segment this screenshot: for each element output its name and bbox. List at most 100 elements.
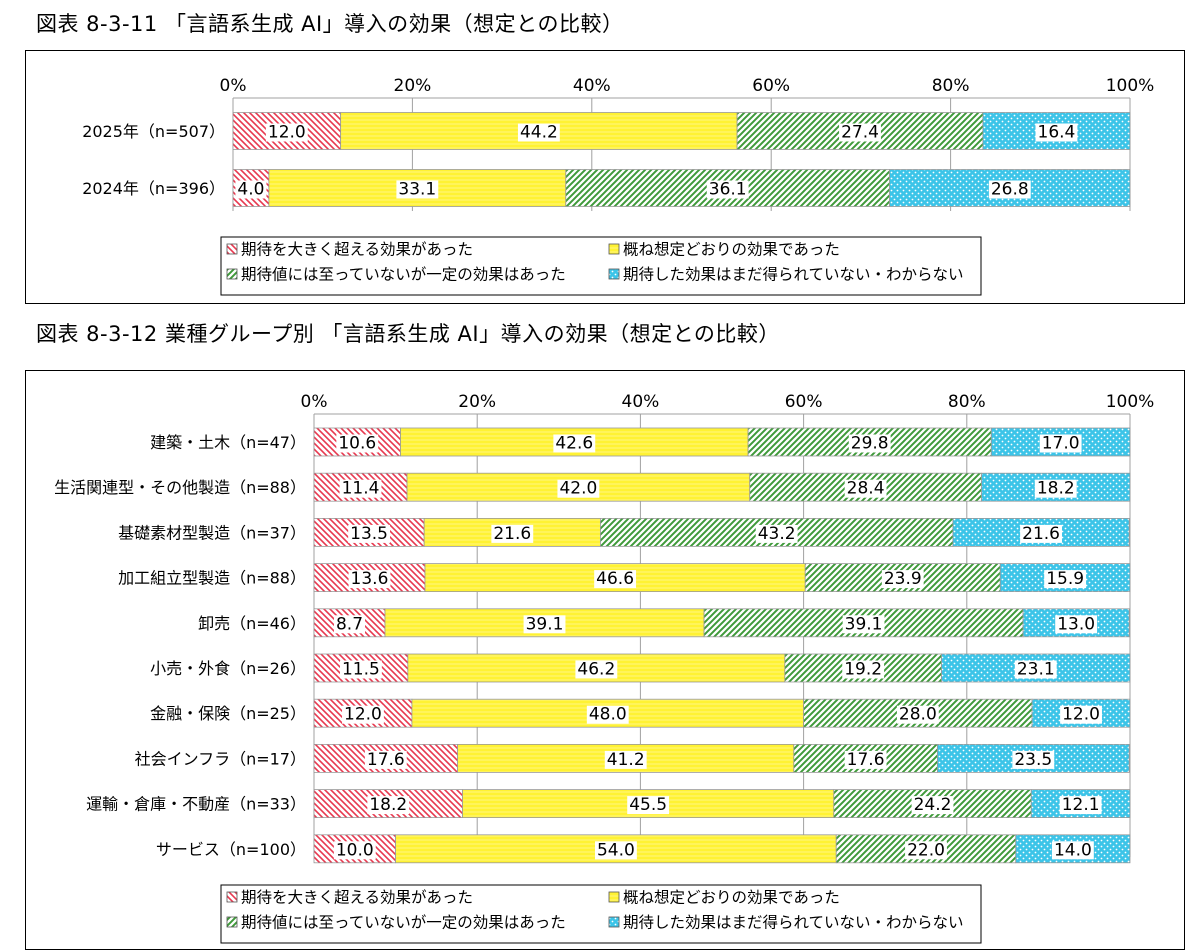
stacked-bar-chart-2024-2025: 0% 20% 40% 60% 80% 100% 2025年（n=507） 12.0 44.2 27… [82,76,1155,296]
legend-swatch [226,916,238,928]
data-label: 17.6 [367,750,405,770]
category-label: サービス（n=100） [156,840,306,859]
legend-swatch [608,243,620,255]
category-label: 建築・土木（n=47） [150,433,306,452]
x-tick-label: 80% [932,76,970,96]
data-label-bg [1051,841,1094,860]
data-label-bg [1035,123,1078,142]
data-label: 54.0 [597,840,635,860]
data-label: 21.6 [493,524,531,544]
data-label: 13.0 [1057,614,1095,634]
category-label: 金融・保険（n=25） [150,704,306,723]
data-label-bg [1039,434,1082,453]
category-label: 2024年（n=396） [82,179,225,198]
category-label: 生活関連型・その他製造（n=88） [54,478,306,497]
x-tick-label: 100% [1106,392,1155,412]
x-tick-label: 60% [752,76,790,96]
category-label: 社会インフラ（n=17） [135,749,306,768]
data-label-bg [333,841,376,860]
data-label-bg [706,180,749,199]
data-label-bg [1034,479,1077,498]
data-label-bg [881,570,924,589]
data-label: 11.4 [342,479,380,499]
data-label-bg [367,796,410,815]
data-label: 13.6 [351,569,389,589]
data-label-bg [911,796,954,815]
data-label: 17.0 [1042,434,1080,454]
data-label: 28.4 [847,479,885,499]
data-label-bg [1044,570,1087,589]
x-tick-label: 60% [785,392,823,412]
data-label-bg [905,841,947,860]
data-label: 33.1 [398,180,436,200]
data-label-bg [848,434,891,453]
data-label: 12.1 [1062,795,1100,815]
chart-panel-1: 0% 20% 40% 60% 80% 100% 2025年（n=507） 12.0 44.2 27… [25,50,1185,304]
data-label: 18.2 [369,795,407,815]
data-label: 24.2 [914,795,952,815]
data-label: 45.5 [629,795,667,815]
figure-title-2: 図表 8-3-12 業種グループ別 「言語系生成 AI」導入の効果（想定との比較… [36,322,780,346]
data-label: 10.6 [338,434,376,454]
legend-label: 期待した効果はまだ得られていない・わからない [623,266,964,284]
data-label-bg [1012,750,1055,769]
legend-box [220,236,982,296]
data-label-bg [396,180,439,199]
data-label: 10.0 [336,840,374,860]
data-label-bg [842,615,885,634]
data-label-bg [1055,615,1098,634]
x-tick-label: 20% [458,392,496,412]
data-label-bg [842,660,885,679]
stacked-bar-chart-by-industry: 0% 20% 40% 60% 80% 100% 建築・土木（n=47） 10.6 42.6 29.… [54,392,1155,944]
data-label: 46.2 [577,660,615,680]
data-label-bg [1020,524,1062,543]
data-label-bg [839,123,881,142]
x-tick-label: 20% [394,76,432,96]
data-label: 12.0 [344,705,382,725]
x-tick-label: 0% [301,392,328,412]
data-label: 48.0 [589,705,627,725]
data-label-bg [1059,796,1102,815]
data-label: 12.0 [1062,705,1100,725]
data-label: 16.4 [1038,123,1076,143]
legend-box [220,884,982,944]
category-label: 運輸・倉庫・不動産（n=33） [86,795,306,814]
data-label-bg [1060,705,1102,724]
legend-swatch [226,268,238,280]
chart-panel-2: 0% 20% 40% 60% 80% 100% 建築・土木（n=47） 10.6 42.6 29.… [25,370,1185,950]
data-label-bg [844,750,887,769]
x-tick-label: 100% [1106,76,1155,96]
data-label-bg [265,123,308,142]
category-label: 基礎素材型製造（n=37） [118,523,306,542]
legend-label: 期待値には至っていないが一定の効果はあった [241,914,566,932]
data-label-bg [755,524,798,543]
data-label: 23.1 [1017,660,1055,680]
legend-label: 概ね想定どおりの効果であった [623,889,840,907]
data-label-bg [348,524,391,543]
data-label: 15.9 [1046,569,1084,589]
data-label-bg [339,479,382,498]
data-label-bg [364,750,407,769]
data-label: 42.0 [559,479,597,499]
data-label: 17.6 [847,750,885,770]
data-label-bg [333,615,366,634]
data-label: 39.1 [845,614,883,634]
legend-swatch [608,268,620,280]
legend-swatch [226,891,238,903]
legend-label: 期待値には至っていないが一定の効果はあった [241,266,566,284]
legend-swatch [608,916,620,928]
data-label: 21.6 [1022,524,1060,544]
data-label: 26.8 [991,180,1029,200]
category-label: 卸売（n=46） [198,614,306,633]
data-label-bg [553,434,596,453]
data-label: 39.1 [526,614,564,634]
data-label: 42.6 [555,434,593,454]
data-label: 44.2 [520,123,558,143]
legend-label: 期待を大きく超える効果があった [241,889,473,907]
data-label: 13.5 [350,524,388,544]
data-label-bg [1014,660,1057,679]
data-label-bg [627,796,670,815]
x-tick-label: 40% [622,392,660,412]
data-label: 43.2 [758,524,796,544]
data-label-bg [235,180,267,199]
